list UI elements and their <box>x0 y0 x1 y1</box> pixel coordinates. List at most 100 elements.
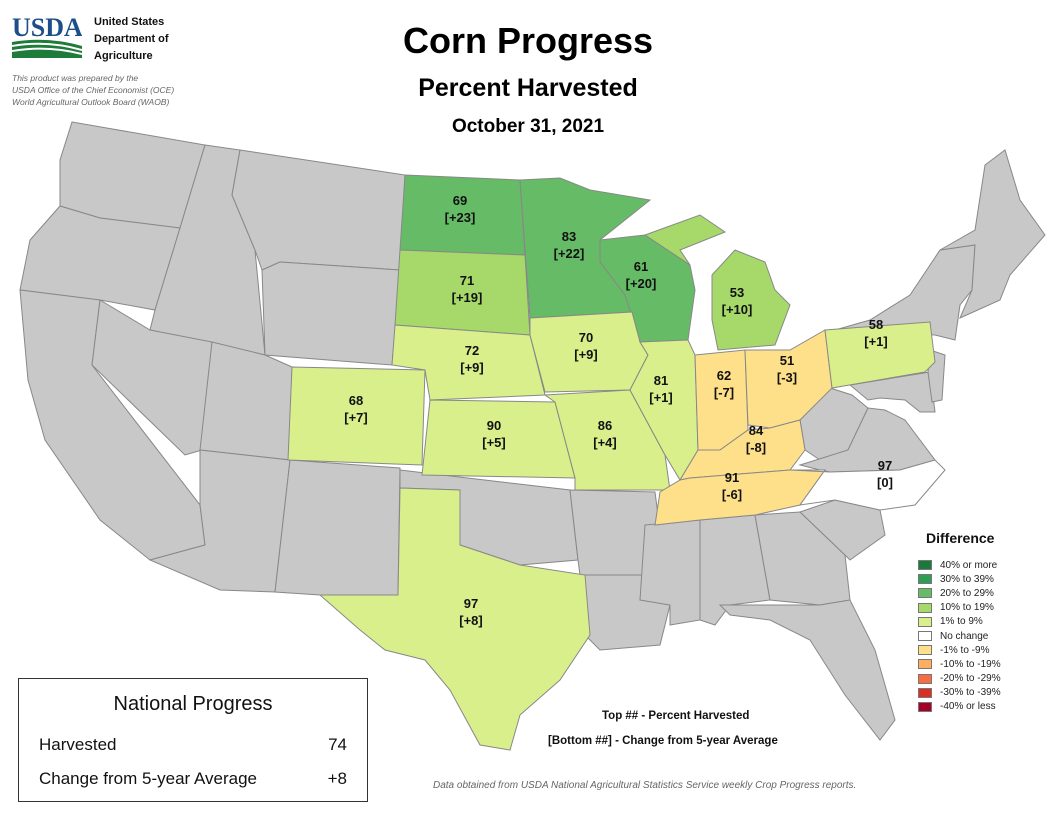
state-change-label: [-6] <box>722 487 742 502</box>
state-change-label: [+1] <box>864 334 887 349</box>
agency-name: United States Department of Agriculture <box>94 14 169 65</box>
state-percent-label: 83 <box>562 229 576 244</box>
legend-item: 30% to 39% <box>918 572 1038 586</box>
state-percent-label: 81 <box>654 373 668 388</box>
legend-item: -20% to -29% <box>918 672 1038 686</box>
legend-swatch <box>918 560 932 571</box>
legend-label: 1% to 9% <box>940 616 983 628</box>
state-va <box>798 407 936 473</box>
state-change-label: [+19] <box>452 290 483 305</box>
state-percent-label: 72 <box>465 343 479 358</box>
legend-swatch <box>918 659 932 670</box>
agency-line: Department of <box>94 33 169 45</box>
legend-label: -30% to -39% <box>940 687 1001 699</box>
state-percent-label: 61 <box>634 259 648 274</box>
legend-label: -40% or less <box>940 701 996 713</box>
legend-item: -30% to -39% <box>918 686 1038 700</box>
state-change-label: [-8] <box>746 440 766 455</box>
legend-item: 40% or more <box>918 558 1038 572</box>
state-ut <box>199 341 293 461</box>
national-progress-box: National Progress Harvested 74 Change fr… <box>18 678 368 802</box>
state-percent-label: 86 <box>598 418 612 433</box>
state-change-label: [-7] <box>714 385 734 400</box>
state-percent-label: 91 <box>725 470 739 485</box>
legend-label: No change <box>940 630 989 642</box>
state-percent-label: 62 <box>717 368 731 383</box>
no-data-states <box>19 121 1046 741</box>
change-label: Change from 5-year Average <box>39 769 257 788</box>
harvested-row: Harvested 74 <box>39 735 347 755</box>
state-percent-label: 51 <box>780 353 794 368</box>
change-value: +8 <box>327 769 347 788</box>
legend-swatch <box>918 574 932 585</box>
usda-logo-text: USDA <box>12 13 82 42</box>
state-mt <box>231 149 406 271</box>
national-progress-title: National Progress <box>113 693 273 715</box>
prepared-by-note: This product was prepared by the USDA Of… <box>12 72 174 108</box>
state-change-label: [+9] <box>574 347 597 362</box>
state-change-label: [+9] <box>460 360 483 375</box>
legend-item: -10% to -19% <box>918 657 1038 671</box>
legend-item: -1% to -9% <box>918 643 1038 657</box>
state-percent-label: 69 <box>453 193 467 208</box>
state-oh <box>744 329 833 429</box>
state-percent-label: 70 <box>579 330 593 345</box>
state-change-label: [+5] <box>482 435 505 450</box>
legend-swatch <box>918 673 932 684</box>
state-change-label: [+1] <box>649 390 672 405</box>
agency-line: United States <box>94 16 165 28</box>
legend-label: 20% to 29% <box>940 587 994 599</box>
state-percent-label: 71 <box>460 273 474 288</box>
map-title: Corn Progress <box>402 20 654 61</box>
map-subtitle: Percent Harvested <box>418 74 638 102</box>
legend-item: 1% to 9% <box>918 615 1038 629</box>
state-change-label: [-3] <box>777 370 797 385</box>
state-percent-label: 58 <box>869 317 883 332</box>
state-co <box>287 366 426 466</box>
state-nm <box>274 459 401 596</box>
state-change-label: [+10] <box>722 302 753 317</box>
data-source-note: Data obtained from USDA National Agricul… <box>433 780 857 791</box>
legend-swatch <box>918 701 932 712</box>
legend-label: 40% or more <box>940 559 998 571</box>
state-tx <box>318 487 591 751</box>
reporting-states <box>287 174 946 751</box>
state-in <box>694 349 749 451</box>
legend-label: -1% to -9% <box>940 644 990 656</box>
state-percent-label: 90 <box>487 418 501 433</box>
state-percent-label: 68 <box>349 393 363 408</box>
report-date: October 31, 2021 <box>451 116 605 137</box>
state-fl <box>718 599 896 741</box>
change-row: Change from 5-year Average +8 <box>39 769 347 789</box>
state-change-label: [0] <box>877 475 893 490</box>
legend-item: 10% to 19% <box>918 601 1038 615</box>
key-top-label: Top ## - Percent Harvested <box>602 710 750 722</box>
state-nc <box>789 459 946 511</box>
state-or <box>19 205 181 311</box>
agency-line: Agriculture <box>94 50 153 62</box>
legend-swatch <box>918 616 932 627</box>
prepared-line: USDA Office of the Chief Economist (OCE) <box>12 85 175 95</box>
state-labels: 69 [+23] 83 [+22] 61 [+20] 71 [+19] 53 [+10] 58 [+1… <box>344 193 893 628</box>
legend-swatch <box>918 602 932 613</box>
legend-swatch <box>918 645 932 656</box>
state-pa <box>824 321 936 389</box>
harvested-value: 74 <box>328 735 347 754</box>
usda-logo-mark: USDA <box>11 13 83 58</box>
legend-label: -10% to -19% <box>940 658 1001 670</box>
prepared-line: World Agricultural Outlook Board (WAOB) <box>12 97 170 107</box>
state-mi-upper <box>643 214 727 266</box>
legend-label: 10% to 19% <box>940 602 994 614</box>
state-change-label: [+20] <box>626 276 657 291</box>
state-change-label: [+23] <box>445 210 476 225</box>
harvested-label: Harvested <box>39 735 117 754</box>
state-wy <box>261 261 401 366</box>
legend-swatch <box>918 687 932 698</box>
legend-swatch <box>918 588 932 599</box>
state-new-england <box>939 149 1046 319</box>
state-mi-lower <box>711 249 791 351</box>
state-percent-label: 84 <box>749 423 764 438</box>
legend-items: 40% or more 30% to 39% 20% to 29% 10% to 19… <box>918 558 1038 714</box>
state-change-label: [+8] <box>459 613 482 628</box>
